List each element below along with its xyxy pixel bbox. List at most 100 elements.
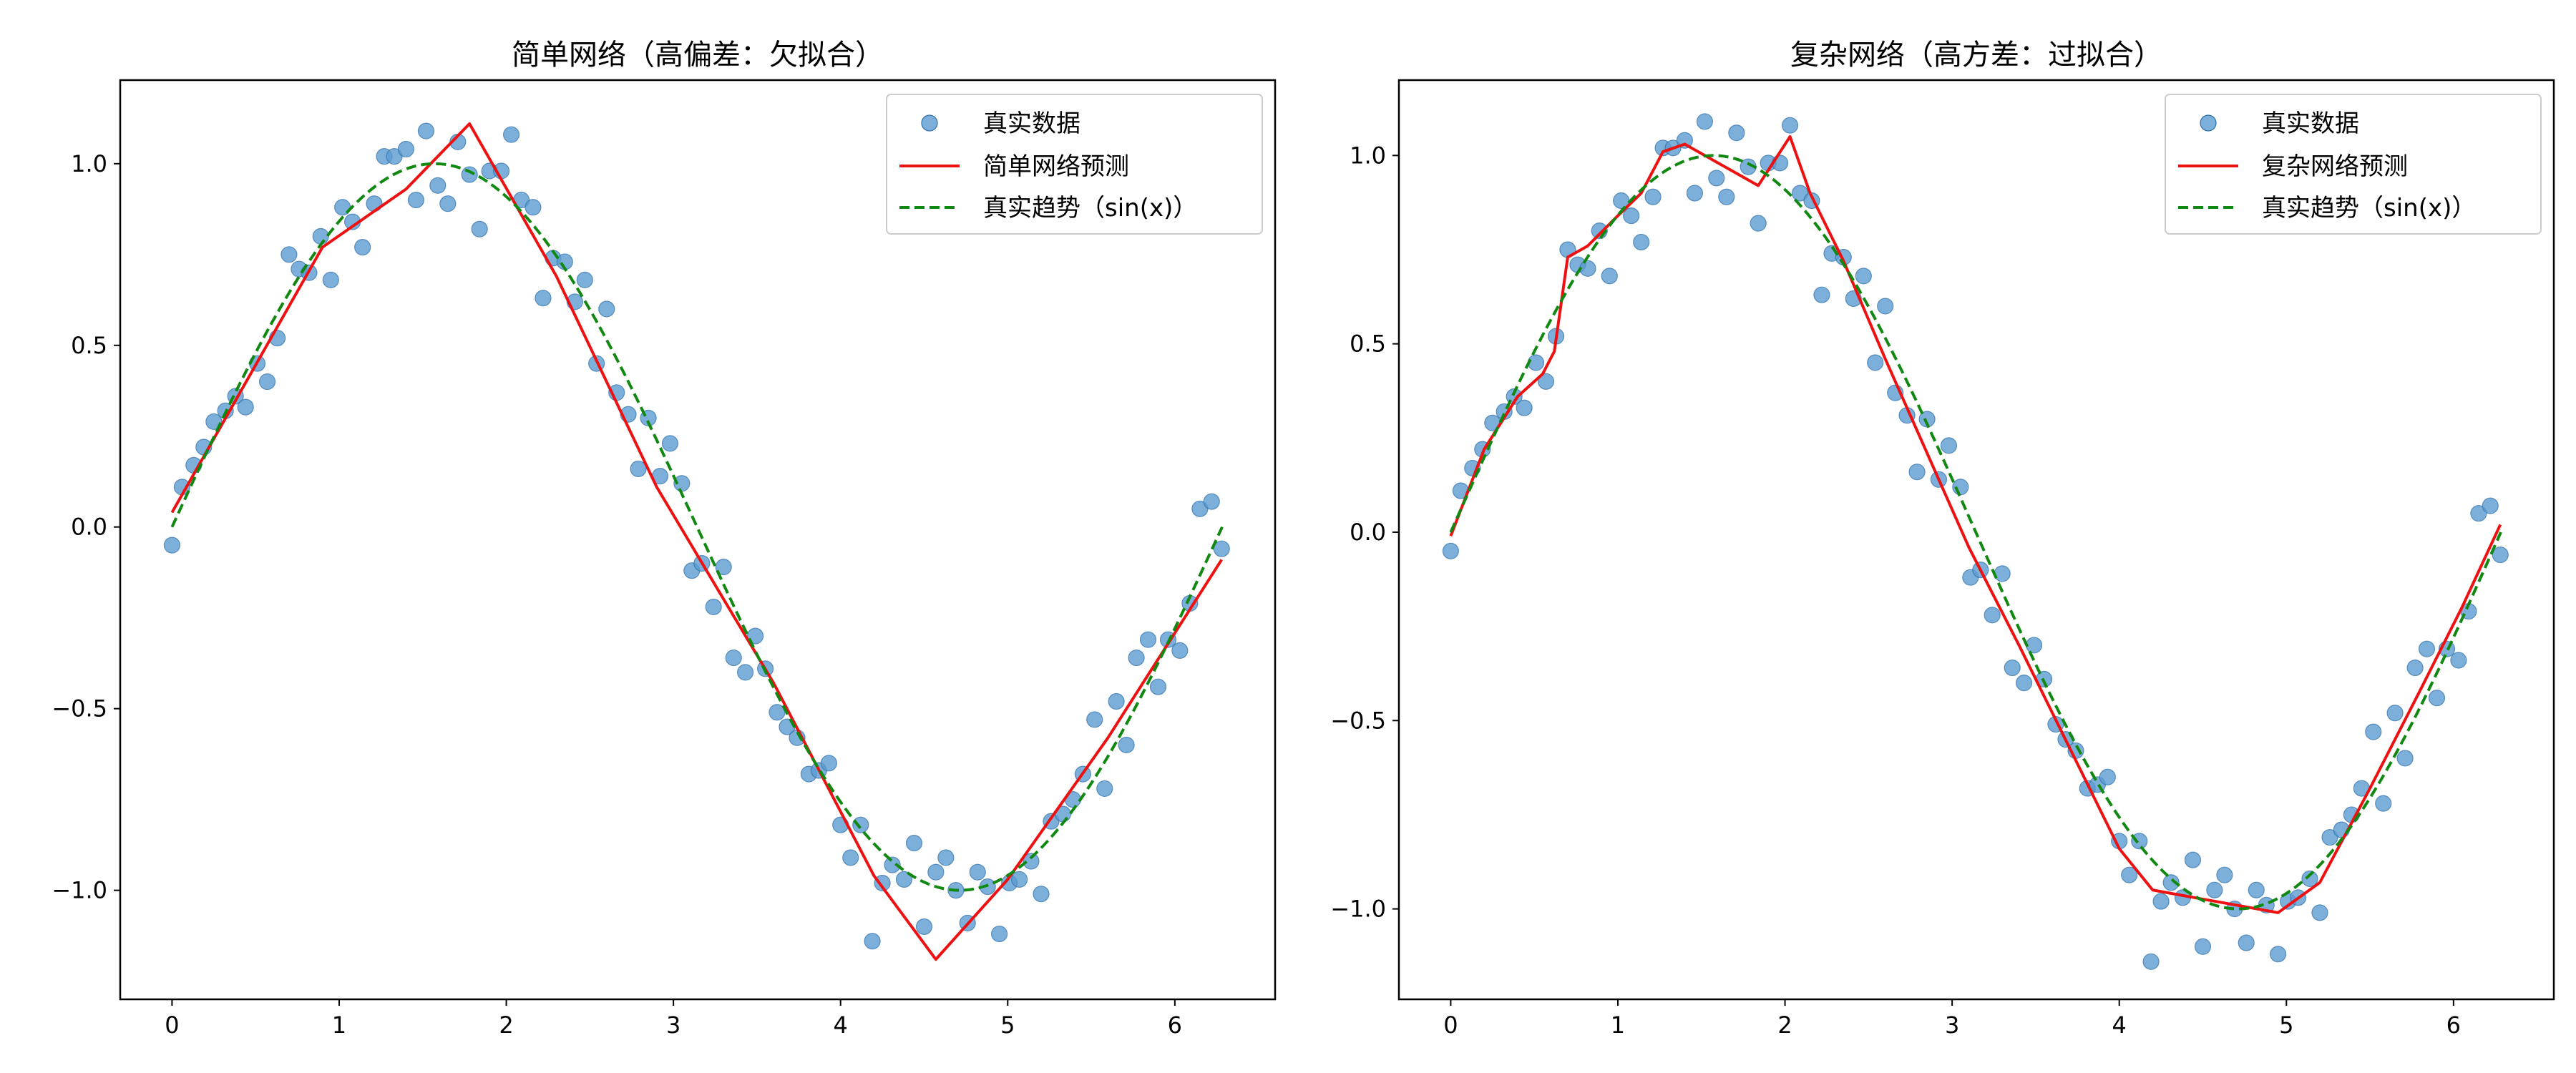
data-point — [525, 199, 542, 216]
data-point — [1096, 780, 1113, 798]
data-point — [2184, 851, 2202, 868]
data-point — [1516, 399, 1533, 416]
data-point — [2015, 675, 2033, 692]
data-point — [661, 435, 679, 452]
legend-box — [2165, 94, 2542, 235]
data-point — [366, 195, 383, 212]
data-point — [705, 598, 722, 616]
x-tick-label: 1 — [1611, 1011, 1625, 1039]
data-point — [535, 290, 552, 307]
axis-ticks: 0 1 2 3 4 5 6 −1.0 −0.5 0.0 0.5 1.0 — [1330, 142, 2461, 1039]
data-point — [2270, 946, 2287, 963]
data-point — [1708, 170, 1725, 187]
data-point — [1728, 124, 1745, 142]
data-point — [1686, 185, 1704, 202]
axes-frame — [119, 79, 1277, 1001]
data-point — [1579, 260, 1596, 277]
data-point — [429, 177, 447, 194]
data-point — [1644, 188, 1662, 205]
data-point — [1537, 373, 1555, 390]
data-point — [1750, 215, 1767, 232]
data-point — [2248, 881, 2265, 898]
prediction-line — [170, 122, 1223, 961]
data-point — [1791, 185, 1809, 202]
data-point — [397, 140, 415, 158]
left-chart: 简单网络（高偏差：欠拟合） 0 1 2 3 4 5 6 −1.0 −0.5 0.0 0.5 1.0 真… — [52, 39, 1277, 1039]
data-point — [905, 835, 923, 852]
x-tick-label: 3 — [1945, 1011, 1959, 1039]
data-point — [1128, 649, 1145, 667]
data-point — [502, 126, 520, 143]
x-tick-label: 5 — [2279, 1011, 2293, 1039]
legend-marker-scatter — [921, 114, 938, 132]
data-point — [1139, 631, 1157, 648]
data-point — [354, 239, 371, 256]
data-point — [1442, 542, 1460, 559]
data-point — [2428, 690, 2446, 707]
data-point — [874, 874, 891, 892]
data-point — [1994, 565, 2011, 582]
data-point — [1213, 540, 1230, 557]
axis-ticks: 0 1 2 3 4 5 6 −1.0 −0.5 0.0 0.5 1.0 — [52, 150, 1182, 1039]
data-point — [864, 933, 881, 950]
data-point — [884, 856, 901, 873]
y-tick-label: 0.5 — [1350, 330, 1386, 358]
data-point — [1203, 493, 1220, 510]
x-tick-label: 4 — [2112, 1011, 2127, 1039]
x-tick-label: 0 — [1443, 1011, 1458, 1039]
data-point — [969, 863, 986, 881]
data-point — [1867, 354, 1884, 371]
data-point — [2482, 497, 2499, 514]
axes-frame — [1397, 79, 2555, 1001]
legend-label-scatter: 真实数据 — [983, 109, 1080, 138]
x-tick-label: 6 — [1168, 1011, 1182, 1039]
data-point — [1149, 678, 1167, 695]
data-point — [2194, 938, 2212, 955]
data-point — [2142, 953, 2160, 970]
data-point — [322, 271, 339, 288]
data-point — [852, 816, 869, 833]
right-chart: 复杂网络（高方差：过拟合） 0 1 2 3 4 5 6 −1.0 −0.5 0.0 0.5 1.0 真… — [1330, 39, 2555, 1039]
data-point — [2492, 546, 2509, 564]
x-tick-label: 5 — [1000, 1011, 1015, 1039]
data-point — [2321, 828, 2338, 846]
data-point — [471, 220, 488, 237]
data-point — [2206, 881, 2223, 898]
data-point — [407, 192, 425, 209]
data-point — [1633, 233, 1650, 251]
legend-label-true-trend: 真实趋势（sin(x)） — [983, 194, 1197, 222]
data-point — [2099, 768, 2116, 785]
data-point — [1623, 207, 1640, 225]
data-point — [1011, 871, 1028, 888]
legend-label-true-trend: 真实趋势（sin(x)） — [2262, 194, 2476, 222]
legend-marker-scatter — [2200, 114, 2217, 132]
x-tick-label: 4 — [834, 1011, 848, 1039]
data-point — [1855, 268, 1872, 285]
x-tick-label: 3 — [666, 1011, 680, 1039]
data-point — [2406, 659, 2424, 677]
data-point — [1718, 188, 1735, 205]
true-trend-line — [170, 162, 1224, 892]
data-point — [1108, 692, 1125, 710]
legend: 真实数据 复杂网络预测 真实趋势（sin(x)） — [2165, 94, 2542, 235]
data-point — [2311, 904, 2328, 921]
data-point — [417, 122, 435, 139]
data-point — [1023, 853, 1040, 870]
y-tick-label: −1.0 — [1330, 896, 1386, 923]
data-point — [630, 460, 647, 478]
data-point — [1952, 479, 1969, 496]
x-tick-label: 1 — [332, 1011, 346, 1039]
data-point — [1781, 117, 1799, 134]
data-point — [1877, 298, 1894, 315]
legend-box — [886, 94, 1263, 235]
data-point — [1171, 642, 1189, 660]
data-point — [2152, 893, 2170, 910]
data-point — [842, 849, 859, 866]
data-point — [2004, 659, 2021, 677]
data-point — [937, 849, 955, 866]
chart-title: 复杂网络（高方差：过拟合） — [1790, 39, 2162, 72]
data-point — [312, 227, 329, 245]
data-point — [2386, 705, 2404, 722]
data-point — [2365, 723, 2382, 740]
